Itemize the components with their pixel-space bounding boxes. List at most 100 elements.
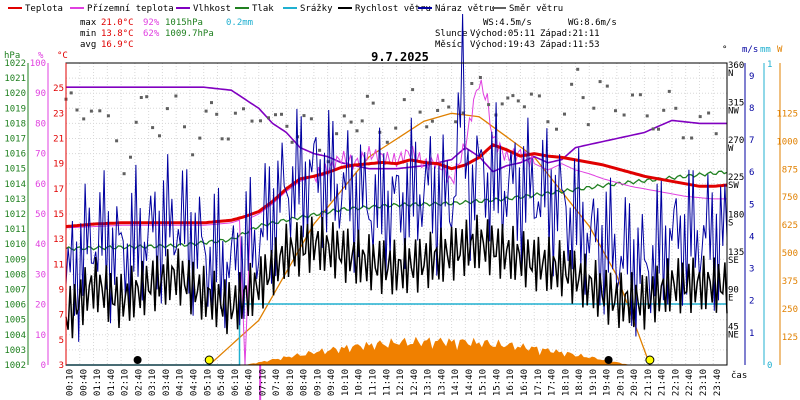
hpa-tick-label: 1011 bbox=[4, 225, 26, 235]
time-tick-label: 08:40 bbox=[300, 369, 310, 396]
wind-dir-point bbox=[210, 101, 213, 105]
time-tick-label: 09:10 bbox=[313, 369, 323, 396]
hpa-tick-label: 1006 bbox=[4, 301, 26, 311]
wind-dir-point bbox=[563, 112, 566, 116]
w-tick-label: 625 bbox=[782, 221, 798, 231]
wind-dir-point bbox=[82, 117, 86, 121]
wind-dir-point bbox=[174, 94, 178, 98]
wind-dir-point bbox=[605, 84, 609, 88]
time-tick-label: 14:10 bbox=[451, 369, 461, 396]
time-tick-label: 16:10 bbox=[506, 369, 516, 396]
time-tick-label: 10:40 bbox=[355, 369, 365, 396]
wind-dir-point bbox=[516, 99, 520, 103]
time-tick-label: 19:40 bbox=[603, 369, 613, 396]
wind-dir-point bbox=[592, 106, 596, 110]
wind-dir-point bbox=[529, 92, 533, 96]
deg-tick-label: 7 bbox=[59, 311, 64, 321]
wind-dir-point bbox=[436, 109, 440, 112]
pct-tick-label: 60 bbox=[35, 180, 46, 190]
w-axis-unit: W bbox=[777, 45, 783, 55]
wind-dir-point bbox=[274, 113, 277, 117]
legend-label: Náraz větru bbox=[435, 4, 495, 14]
time-tick-label: 16:40 bbox=[520, 369, 530, 396]
time-tick-label: 13:40 bbox=[437, 369, 447, 396]
pct-tick-label: 90 bbox=[35, 89, 46, 99]
stat-label: avg bbox=[80, 40, 96, 50]
wind-dir-point bbox=[570, 82, 574, 86]
wind-dir-point bbox=[259, 119, 262, 123]
wind-dir-point bbox=[581, 96, 585, 100]
stat-value: 1009.7hPa bbox=[165, 29, 214, 39]
ms-tick-label: 6 bbox=[749, 168, 754, 178]
hpa-tick-label: 1004 bbox=[4, 331, 26, 341]
legend-label: Srážky bbox=[300, 4, 333, 14]
ms-tick-label: 1 bbox=[749, 329, 754, 339]
pct-tick-label: 10 bbox=[35, 331, 46, 341]
time-tick-label: 03:40 bbox=[162, 369, 172, 396]
wind-dir-point bbox=[145, 95, 149, 99]
legend-label: Rychlost větru bbox=[355, 4, 431, 14]
chart-title: 9.7.2025 bbox=[371, 50, 429, 64]
deg-tick-label: 15 bbox=[53, 210, 64, 220]
wind-dir-point bbox=[335, 132, 339, 136]
hpa-tick-label: 1018 bbox=[4, 119, 26, 129]
time-tick-label: 13:10 bbox=[424, 369, 434, 396]
wind-dir-point bbox=[690, 136, 694, 140]
wind-dir-point bbox=[191, 153, 195, 157]
ms-tick-label: 5 bbox=[749, 200, 754, 210]
wind-dir-point bbox=[183, 125, 186, 129]
wind-dir-point bbox=[698, 115, 702, 119]
sun-label: Slunce bbox=[435, 29, 468, 39]
legend-label: Přízemní teplota bbox=[87, 4, 174, 14]
hpa-tick-label: 1014 bbox=[4, 180, 26, 190]
wind-dir-point bbox=[662, 108, 666, 112]
dir-compass-label: N bbox=[728, 69, 733, 79]
wind-dir-point bbox=[233, 111, 237, 115]
deg-tick-label: 25 bbox=[53, 84, 64, 94]
wind-dir-point bbox=[651, 127, 655, 131]
wind-dir-point bbox=[151, 126, 155, 130]
deg-tick-label: 5 bbox=[59, 336, 64, 346]
ms-tick-label: 3 bbox=[749, 265, 754, 275]
wind-dir-point bbox=[586, 123, 590, 127]
hpa-tick-label: 1007 bbox=[4, 286, 26, 296]
wind-dir-point bbox=[425, 125, 429, 129]
axes: hPa% °C1022102110201019101810171016101510… bbox=[4, 45, 798, 396]
sun-set: Západ:21:11 bbox=[540, 29, 600, 39]
wind-dir-point bbox=[158, 134, 161, 138]
hpa-tick-label: 1016 bbox=[4, 150, 26, 160]
mm-axis-unit: mm bbox=[760, 45, 771, 55]
w-tick-label: 125 bbox=[782, 333, 798, 343]
wind-dir-point bbox=[106, 114, 110, 118]
pct-tick-label: 50 bbox=[35, 210, 46, 220]
hpa-tick-label: 1022 bbox=[4, 59, 26, 69]
wind-dir-point bbox=[614, 109, 617, 113]
wind-dir-point bbox=[667, 89, 671, 93]
time-tick-label: 20:40 bbox=[630, 369, 640, 396]
deg-tick-label: 3 bbox=[59, 361, 64, 371]
time-tick-label: 23:10 bbox=[699, 369, 709, 396]
wind-dir-point bbox=[349, 120, 353, 124]
plot-area bbox=[64, 13, 728, 400]
hpa-axis-unit: hPa bbox=[4, 51, 20, 61]
series-temperature-line bbox=[65, 143, 728, 229]
time-tick-label: 08:10 bbox=[286, 369, 296, 396]
time-tick-label: 17:40 bbox=[548, 369, 558, 396]
dir-compass-label: SW bbox=[728, 181, 739, 191]
wind-dir-point bbox=[139, 96, 143, 99]
sun-rise: Východ:05:11 bbox=[470, 29, 535, 39]
pct-tick-label: 70 bbox=[35, 150, 46, 160]
wind-dir-point bbox=[478, 76, 482, 79]
wind-dir-point bbox=[98, 109, 102, 113]
hpa-tick-label: 1020 bbox=[4, 89, 26, 99]
time-tick-label: 21:10 bbox=[644, 369, 654, 396]
w-tick-label: 750 bbox=[782, 193, 798, 203]
hpa-tick-label: 1003 bbox=[4, 346, 26, 356]
wind-dir-point bbox=[342, 114, 346, 118]
wind-dir-point bbox=[365, 94, 369, 98]
time-tick-label: 12:40 bbox=[410, 369, 420, 396]
series-humidity-line bbox=[66, 86, 727, 173]
solar-radiation-area bbox=[245, 336, 631, 365]
time-tick-label: 23:40 bbox=[713, 369, 723, 396]
